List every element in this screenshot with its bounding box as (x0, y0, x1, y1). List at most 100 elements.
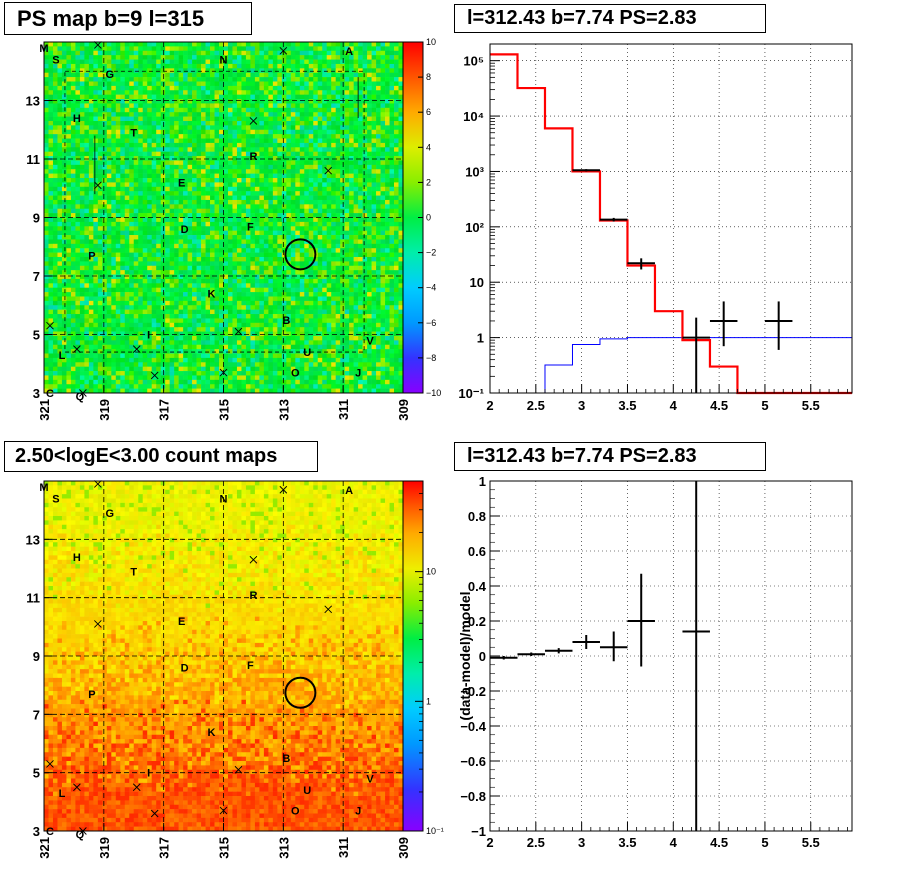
map-cell (236, 235, 242, 240)
map-cell (358, 112, 363, 117)
map-cell (268, 77, 274, 82)
map-cell (326, 59, 332, 65)
map-cell (250, 85, 256, 91)
map-cell (52, 195, 58, 201)
map-cell (335, 256, 341, 262)
map-cell (380, 134, 386, 139)
map-cell (313, 270, 319, 275)
map-cell (124, 147, 130, 152)
map-cell (389, 230, 395, 236)
map-cell (371, 63, 377, 69)
map-cell (120, 164, 126, 170)
map-cell (317, 287, 323, 293)
map-cell (178, 283, 184, 288)
map-cell (57, 239, 63, 245)
map-cell (331, 182, 336, 188)
map-cell (245, 178, 251, 183)
map-cell (174, 248, 179, 253)
map-cell (340, 195, 345, 201)
map-cell (124, 151, 130, 157)
map-cell (313, 107, 319, 113)
map-cell (389, 278, 395, 284)
map-cell (241, 230, 247, 236)
map-cell (281, 173, 287, 179)
map-cell (232, 296, 238, 302)
map-cell (187, 261, 193, 267)
map-cell (263, 77, 269, 82)
map-cell (187, 221, 193, 227)
map-cell (245, 129, 251, 135)
map-cell (57, 230, 63, 236)
map-cell (66, 169, 72, 174)
map-cell (66, 151, 72, 157)
map-cell (349, 248, 354, 253)
map-cell (102, 274, 108, 280)
map-cell (201, 270, 206, 275)
map-cell (223, 270, 229, 275)
map-cell (295, 300, 301, 306)
map-cell (124, 107, 130, 113)
map-cell (227, 309, 233, 315)
map-cell (97, 296, 103, 302)
map-cell (272, 147, 278, 152)
map-cell (232, 252, 238, 258)
map-cell (210, 235, 215, 240)
map-cell (241, 208, 247, 214)
map-cell (120, 235, 126, 240)
map-cell (349, 256, 354, 262)
map-cell (380, 195, 386, 201)
map-cell (111, 292, 117, 297)
map-cell (124, 182, 130, 188)
map-cell (61, 151, 67, 157)
map-cell (299, 300, 305, 306)
map-cell (367, 265, 372, 271)
map-cell (124, 42, 130, 47)
map-cell (385, 230, 390, 236)
map-cell (380, 305, 386, 310)
map-cell (88, 134, 94, 139)
map-cell (232, 274, 238, 280)
map-cell (214, 164, 220, 170)
map-cell (367, 120, 372, 126)
map-cell (102, 278, 108, 284)
map-cell (75, 107, 81, 113)
map-cell (174, 199, 179, 205)
map-cell (174, 107, 179, 113)
map-cell (93, 191, 99, 196)
map-cell (362, 151, 368, 157)
map-cell (295, 50, 301, 56)
map-cell (138, 204, 144, 210)
map-cell (241, 199, 247, 205)
map-cell (358, 134, 363, 139)
map-cell (151, 186, 157, 192)
map-cell (245, 226, 251, 231)
map-cell (133, 230, 139, 236)
map-cell (286, 112, 292, 117)
map-cell (308, 94, 314, 100)
map-cell (196, 195, 202, 201)
map-cell (344, 164, 350, 170)
map-cell (111, 156, 117, 161)
map-cell (120, 287, 126, 293)
map-cell (362, 72, 368, 78)
map-cell (340, 112, 345, 117)
map-cell (331, 107, 336, 113)
map-cell (250, 107, 256, 113)
map-cell (304, 296, 310, 302)
map-cell (124, 314, 130, 319)
map-cell (48, 252, 54, 258)
map-cell (268, 195, 274, 201)
map-cell (358, 239, 363, 245)
map-cell (79, 142, 85, 148)
map-cell (129, 199, 135, 205)
map-cell (201, 221, 206, 227)
map-cell (75, 314, 81, 319)
map-cell (389, 292, 395, 297)
map-cell (115, 90, 121, 95)
map-cell (295, 90, 301, 95)
map-cell (147, 235, 152, 240)
map-cell (236, 138, 242, 144)
map-cell (61, 314, 67, 319)
map-cell (97, 204, 103, 210)
map-cell (290, 208, 296, 214)
